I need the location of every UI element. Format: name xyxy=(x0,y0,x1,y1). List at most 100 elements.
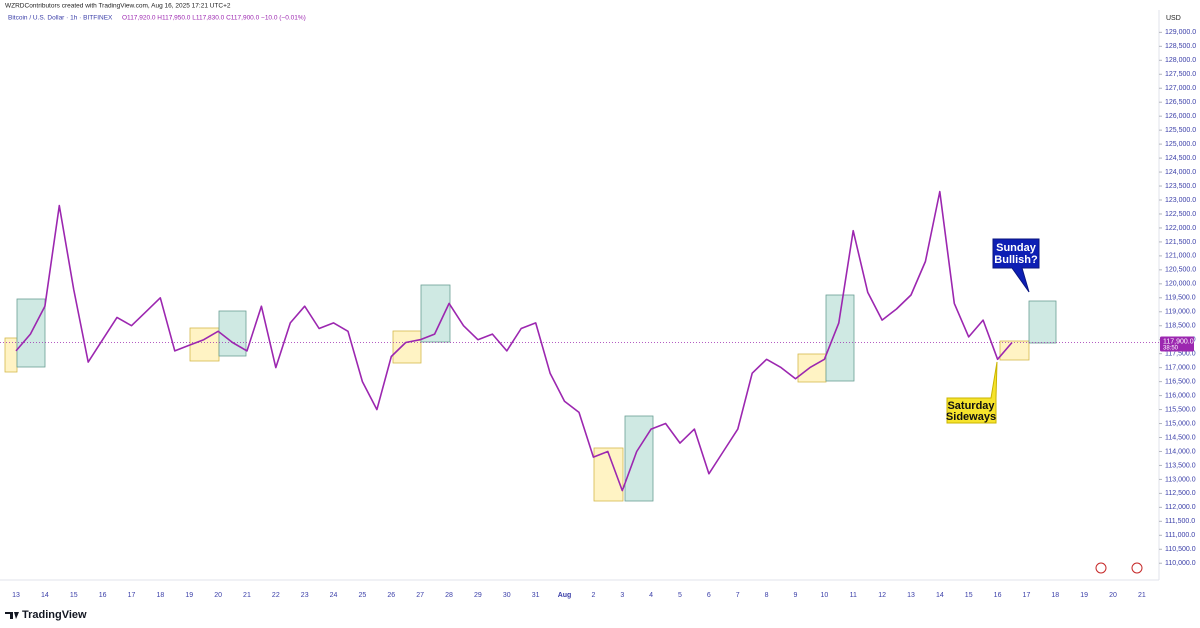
x-tick-label: 17 xyxy=(1023,592,1031,599)
x-tick-label: 21 xyxy=(1138,592,1146,599)
y-tick-label: 125,000.0 xyxy=(1165,141,1196,148)
y-tick-label: 126,000.0 xyxy=(1165,113,1196,120)
logo-mark xyxy=(5,612,19,619)
callout-bubble xyxy=(992,238,1040,293)
price-line xyxy=(15,190,1013,492)
y-tick-label: 117,500.0 xyxy=(1165,351,1196,358)
y-tick-label: 120,500.0 xyxy=(1165,267,1196,274)
y-tick-label: 110,000.0 xyxy=(1165,560,1196,567)
countdown: 38:50 xyxy=(1163,346,1179,352)
y-tick-label: 119,500.0 xyxy=(1165,295,1196,302)
boxes xyxy=(4,284,1057,502)
y-tick-label: 116,000.0 xyxy=(1165,392,1196,399)
x-tick-label: 13 xyxy=(907,592,915,599)
y-tick-label: 114,000.0 xyxy=(1165,448,1196,455)
x-tick-label: 2 xyxy=(591,592,595,599)
event-icon[interactable] xyxy=(1095,562,1107,574)
x-tick-label: 28 xyxy=(445,592,453,599)
x-tick-label: 15 xyxy=(965,592,973,599)
annotation: Sideways xyxy=(946,411,996,423)
x-tick-label: 21 xyxy=(243,592,251,599)
y-tick-label: 120,000.0 xyxy=(1165,281,1196,288)
box xyxy=(797,353,827,383)
x-tick-label: 20 xyxy=(1109,592,1117,599)
y-tick-label: 111,000.0 xyxy=(1165,532,1195,539)
y-tick-label: 121,500.0 xyxy=(1165,239,1196,246)
y-tick-label: 115,000.0 xyxy=(1165,420,1196,427)
x-tick-label: 13 xyxy=(12,592,20,599)
x-tick-label: 31 xyxy=(532,592,540,599)
y-tick-label: 110,500.0 xyxy=(1165,546,1196,553)
x-tick-label: 5 xyxy=(678,592,682,599)
y-tick-label: 121,000.0 xyxy=(1165,253,1196,260)
y-tick-label: 113,500.0 xyxy=(1165,462,1196,469)
y-tick-label: 128,500.0 xyxy=(1165,43,1196,50)
x-tick-label: 26 xyxy=(387,592,395,599)
y-tick-label: 112,000.0 xyxy=(1165,504,1196,511)
x-tick-label: 7 xyxy=(736,592,740,599)
x-tick-label: 12 xyxy=(878,592,886,599)
x-tick-label: 15 xyxy=(70,592,78,599)
x-tick-label: 19 xyxy=(185,592,193,599)
x-tick-label: 10 xyxy=(820,592,828,599)
y-tick-label: 127,500.0 xyxy=(1165,71,1196,78)
x-tick-label: 6 xyxy=(707,592,711,599)
x-tick-label: 18 xyxy=(156,592,164,599)
y-tick-label: 117,000.0 xyxy=(1165,364,1196,371)
x-tick-label: 17 xyxy=(128,592,136,599)
last-price-label: 117,900.0 xyxy=(1163,338,1194,345)
x-tick-label: 11 xyxy=(850,592,857,599)
y-tick-label: 112,500.0 xyxy=(1165,490,1196,497)
y-tick-label: 114,500.0 xyxy=(1165,434,1196,441)
x-tick-label: 29 xyxy=(474,592,482,599)
ohlc: O117,920.0 H117,950.0 L117,830.0 C117,90… xyxy=(122,15,306,22)
y-tick-label: 127,000.0 xyxy=(1165,85,1196,92)
x-tick-label: 3 xyxy=(620,592,624,599)
x-tick-label: 16 xyxy=(99,592,107,599)
y-tick-label: 111,500.0 xyxy=(1165,518,1195,525)
logo: TradingView xyxy=(5,609,87,621)
x-tick-label: 23 xyxy=(301,592,309,599)
box xyxy=(392,330,422,364)
x-tick-label: 19 xyxy=(1080,592,1088,599)
x-tick-label: 30 xyxy=(503,592,511,599)
x-tick-label: Aug xyxy=(558,592,572,599)
box xyxy=(4,337,18,373)
y-tick-label: 124,500.0 xyxy=(1165,155,1196,162)
x-tick-label: 22 xyxy=(272,592,280,599)
box xyxy=(593,447,624,502)
y-tick-label: 115,500.0 xyxy=(1165,406,1196,413)
y-tick-label: 118,500.0 xyxy=(1165,323,1196,330)
y-tick-label: 126,500.0 xyxy=(1165,99,1196,106)
y-tick-label: 124,000.0 xyxy=(1165,169,1196,176)
x-tick-label: 8 xyxy=(765,592,769,599)
annotation: Sunday xyxy=(996,242,1037,254)
y-tick-label: 129,000.0 xyxy=(1165,29,1196,36)
annotation: Bullish? xyxy=(994,254,1038,266)
x-tick-label: 4 xyxy=(649,592,653,599)
y-tick-label: 116,500.0 xyxy=(1165,378,1196,385)
callout-bubble xyxy=(946,361,998,424)
y-tick-label: 123,500.0 xyxy=(1165,183,1196,190)
x-tick-label: 16 xyxy=(994,592,1002,599)
y-tick-label: 125,500.0 xyxy=(1165,127,1196,134)
box xyxy=(1028,300,1057,344)
event-icon[interactable] xyxy=(1131,562,1143,574)
x-tick-label: 9 xyxy=(794,592,798,599)
last-price-box xyxy=(1160,336,1194,352)
x-tick-label: 27 xyxy=(416,592,424,599)
x-tick-label: 18 xyxy=(1051,592,1059,599)
x-tick-label: 24 xyxy=(330,592,338,599)
annotation: Saturday xyxy=(947,400,995,412)
x-tick-label: 14 xyxy=(936,592,944,599)
box xyxy=(999,340,1030,361)
y-tick-label: 119,000.0 xyxy=(1165,309,1196,316)
credit: WZRDContributors created with TradingVie… xyxy=(5,3,231,10)
y-tick-label: 113,000.0 xyxy=(1165,476,1196,483)
brand: TradingView xyxy=(22,609,87,621)
box xyxy=(218,310,247,357)
box xyxy=(624,415,654,502)
y-tick-label: 123,000.0 xyxy=(1165,197,1196,204)
